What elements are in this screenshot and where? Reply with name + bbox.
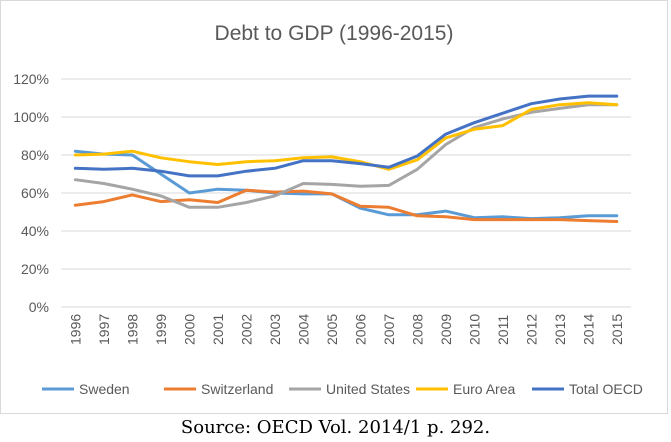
x-tick-label: 2003 xyxy=(267,314,283,345)
chart-title: Debt to GDP (1996-2015) xyxy=(215,22,454,45)
x-tick-label: 2007 xyxy=(381,314,397,345)
gridlines xyxy=(61,78,631,308)
x-tick-label: 2005 xyxy=(324,314,340,345)
source-caption: Source: OECD Vol. 2014/1 p. 292. xyxy=(180,417,491,438)
x-tick-label: 2008 xyxy=(409,314,425,345)
series-lines xyxy=(73,94,619,223)
line-chart: Debt to GDP (1996-2015) 0% 20% 40% 60% 80% 10… xyxy=(13,22,643,397)
legend-label: Switzerland xyxy=(201,381,273,397)
legend: Sweden Switzerland United States Euro Area T… xyxy=(42,381,643,397)
y-tick-label: 20% xyxy=(21,261,49,277)
legend-label: Sweden xyxy=(79,381,130,397)
x-tick-label: 2010 xyxy=(466,314,482,345)
x-tick-label: 2011 xyxy=(495,315,511,345)
x-tick-label: 2014 xyxy=(580,314,596,345)
y-tick-label: 40% xyxy=(21,223,49,239)
x-tick-label: 2013 xyxy=(552,314,568,345)
x-tick-label: 2004 xyxy=(295,314,311,345)
y-tick-label: 0% xyxy=(29,299,49,315)
y-tick-label: 80% xyxy=(21,147,49,163)
legend-label: Total OECD xyxy=(569,381,643,397)
x-tick-label: 1997 xyxy=(96,314,112,345)
x-tick-label: 2006 xyxy=(352,314,368,345)
x-tick-label: 1998 xyxy=(124,314,140,345)
x-tick-label: 1996 xyxy=(67,314,83,345)
series-line-switzerland xyxy=(73,188,619,223)
series-line-euro-area xyxy=(73,101,619,171)
y-tick-label: 120% xyxy=(13,71,49,87)
x-tick-label: 1999 xyxy=(153,314,169,345)
x-tick-label: 2015 xyxy=(609,314,625,345)
y-tick-label: 60% xyxy=(21,185,49,201)
y-axis-labels: 0% 20% 40% 60% 80% 100% 120% xyxy=(13,71,49,315)
x-tick-label: 2012 xyxy=(523,314,539,345)
y-tick-label: 100% xyxy=(13,109,49,125)
series-line-total-oecd xyxy=(73,94,619,178)
legend-label: Euro Area xyxy=(453,381,515,397)
x-tick-label: 2001 xyxy=(210,314,226,345)
x-tick-label: 2000 xyxy=(181,314,197,345)
chart-frame: Debt to GDP (1996-2015) 0% 20% 40% 60% 80% 10… xyxy=(0,0,668,414)
x-axis-labels: 1996 1997 1998 1999 2000 2001 2002 2003 2004 2005… xyxy=(67,314,625,345)
x-tick-label: 2002 xyxy=(238,314,254,345)
x-tick-label: 2009 xyxy=(438,314,454,345)
legend-label: United States xyxy=(326,381,410,397)
